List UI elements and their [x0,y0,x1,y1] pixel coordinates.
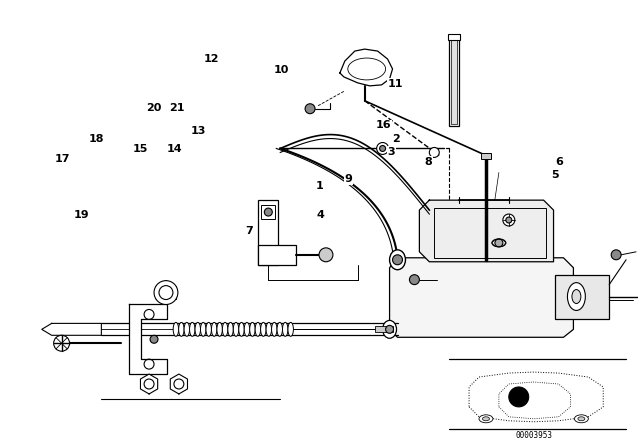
Circle shape [154,280,178,305]
Ellipse shape [206,323,211,336]
Bar [259,245,296,265]
Bar [374,326,392,332]
Ellipse shape [222,323,228,336]
Circle shape [392,255,403,265]
Text: 16: 16 [376,120,392,130]
Ellipse shape [250,323,255,336]
Polygon shape [129,305,167,374]
Text: 2: 2 [392,134,400,144]
Circle shape [380,146,385,151]
Ellipse shape [572,289,581,303]
Ellipse shape [266,323,271,336]
Polygon shape [42,323,101,335]
Ellipse shape [260,323,266,336]
Text: 11: 11 [387,79,403,89]
Text: 18: 18 [88,134,104,144]
Text: 6: 6 [556,157,563,167]
Circle shape [54,335,70,351]
Circle shape [410,275,419,284]
Ellipse shape [383,320,397,338]
Text: 4: 4 [316,210,324,220]
Ellipse shape [211,323,217,336]
Ellipse shape [578,417,585,421]
Ellipse shape [173,323,179,336]
Circle shape [611,250,621,260]
Bar [481,154,491,159]
Circle shape [305,104,315,114]
Ellipse shape [568,283,586,310]
Text: 9: 9 [345,174,353,185]
Bar [554,275,609,319]
Ellipse shape [255,323,260,336]
Circle shape [150,335,158,343]
Polygon shape [340,49,392,86]
Text: 3: 3 [387,147,395,157]
Circle shape [506,217,512,223]
Circle shape [429,147,439,157]
Ellipse shape [244,323,250,336]
Ellipse shape [195,323,200,336]
Ellipse shape [277,323,282,336]
Ellipse shape [575,415,588,423]
Ellipse shape [483,417,490,421]
Ellipse shape [217,323,222,336]
Circle shape [264,208,272,216]
Polygon shape [140,374,157,394]
Polygon shape [170,374,188,394]
Ellipse shape [184,323,189,336]
Text: 1: 1 [316,181,324,191]
Ellipse shape [282,323,288,336]
Bar [451,38,457,124]
Bar [259,200,278,265]
Circle shape [385,325,394,333]
Bar [448,34,460,40]
Text: 17: 17 [54,155,70,164]
Text: 12: 12 [204,54,220,64]
Ellipse shape [234,323,239,336]
Text: 10: 10 [274,65,289,75]
Circle shape [319,248,333,262]
Bar [449,36,459,125]
Bar [261,205,275,219]
Ellipse shape [189,323,195,336]
Circle shape [495,239,503,247]
Polygon shape [390,258,573,337]
Circle shape [377,142,388,155]
Text: 8: 8 [424,157,432,167]
Polygon shape [419,200,554,262]
Text: 5: 5 [552,170,559,180]
Ellipse shape [228,323,234,336]
Bar [435,208,545,258]
Ellipse shape [239,323,244,336]
Circle shape [159,286,173,300]
Ellipse shape [390,250,406,270]
Ellipse shape [492,239,506,247]
Text: 7: 7 [245,226,253,236]
Text: 21: 21 [169,103,185,113]
Ellipse shape [479,415,493,423]
Text: 14: 14 [167,144,183,154]
Ellipse shape [288,323,293,336]
Circle shape [509,387,529,407]
Ellipse shape [179,323,184,336]
Polygon shape [469,372,604,422]
Text: 20: 20 [146,103,161,113]
Polygon shape [499,382,570,419]
Text: 19: 19 [74,210,90,220]
Text: 00003953: 00003953 [515,431,552,440]
Ellipse shape [271,323,277,336]
Text: 15: 15 [133,144,148,154]
Text: 13: 13 [190,126,205,136]
Ellipse shape [200,323,206,336]
Circle shape [503,214,515,226]
